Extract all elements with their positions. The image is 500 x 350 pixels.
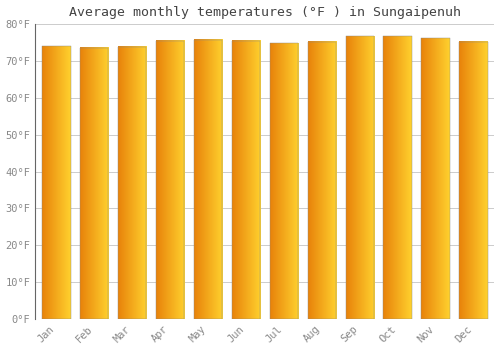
Bar	[118, 47, 146, 319]
Bar	[422, 38, 450, 319]
Bar	[232, 41, 260, 319]
Bar	[308, 42, 336, 319]
Bar	[270, 43, 298, 319]
Bar	[80, 48, 108, 319]
Bar	[346, 36, 374, 319]
Bar	[384, 36, 412, 319]
Bar	[42, 47, 70, 319]
Title: Average monthly temperatures (°F ) in Sungaipenuh: Average monthly temperatures (°F ) in Su…	[69, 6, 461, 19]
Bar	[194, 40, 222, 319]
Bar	[156, 41, 184, 319]
Bar	[460, 42, 488, 319]
